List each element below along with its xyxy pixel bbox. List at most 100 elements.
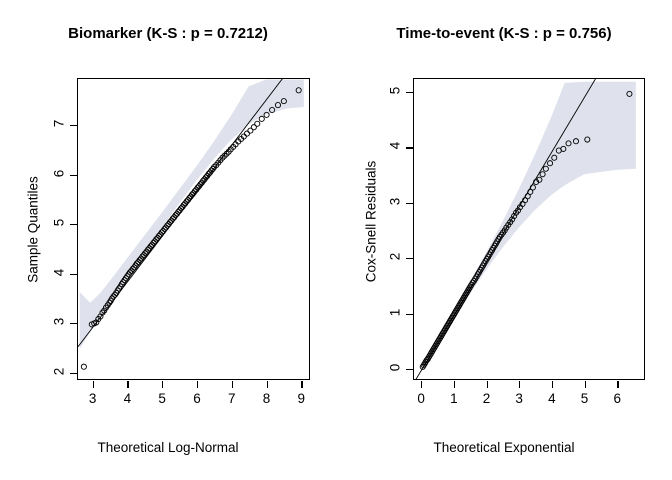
x-tick-label: 7 (227, 391, 236, 406)
x-axis-label-biomarker: Theoretical Log-Normal (97, 440, 239, 455)
y-tick-label: 3 (387, 197, 403, 205)
data-point (585, 137, 590, 142)
y-tick-label: 2 (51, 367, 67, 375)
data-point (540, 172, 545, 177)
data-point (220, 155, 225, 160)
data-point (552, 155, 557, 160)
panel-title-time-to-event: Time-to-event (K-S : p = 0.756) (396, 25, 612, 42)
x-axis-label-time-to-event: Theoretical Exponential (433, 440, 575, 455)
data-point (212, 164, 217, 169)
data-point (566, 141, 571, 146)
y-tick-label: 4 (51, 268, 67, 276)
data-point (275, 102, 280, 107)
data-point (515, 208, 520, 213)
plot-canvas-time-to-event (414, 79, 636, 379)
x-tick (519, 381, 521, 388)
data-point (573, 139, 578, 144)
data-point (281, 99, 286, 104)
y-tick (70, 224, 77, 226)
data-point (244, 131, 249, 136)
data-point (537, 177, 542, 182)
data-points (81, 88, 301, 370)
panel-biomarker: Biomarker (K-S : p = 0.7212) 3 4 5 6 7 8 9 2 3 4… (25, 25, 310, 455)
reference-line (78, 79, 309, 347)
data-point (224, 151, 229, 156)
y-axis-label-biomarker: Sample Quantiles (25, 176, 41, 283)
y-tick-label: 4 (387, 142, 403, 150)
plot-canvas-biomarker (78, 79, 309, 379)
y-tick (406, 91, 413, 94)
data-point (222, 153, 227, 158)
x-tick-label: 2 (482, 391, 491, 406)
x-tick-label: 9 (297, 391, 306, 406)
data-point (547, 161, 552, 166)
data-point (81, 364, 86, 369)
y-tick (406, 313, 413, 315)
y-tick-label: 5 (387, 86, 403, 95)
x-tick-label: 1 (450, 391, 458, 406)
data-points (420, 91, 632, 369)
data-point (543, 166, 548, 171)
y-tick (406, 258, 413, 260)
x-tick (127, 381, 129, 388)
x-tick (162, 381, 164, 388)
data-point (530, 185, 535, 190)
y-tick-label: 1 (387, 308, 403, 316)
confidence-band (79, 79, 304, 349)
y-tick-label: 5 (51, 218, 67, 227)
data-point (561, 146, 566, 151)
y-tick (70, 372, 77, 374)
x-tick-label: 4 (123, 391, 132, 406)
y-tick (70, 273, 77, 275)
x-tick (231, 381, 234, 388)
data-point (512, 213, 517, 218)
x-tick-label: 3 (515, 391, 523, 406)
y-tick (406, 368, 413, 371)
x-tick (453, 381, 456, 388)
y-tick (70, 323, 77, 325)
y-axis-label-time-to-event: Cox-Snell Residuals (363, 160, 379, 283)
y-tick-label: 3 (51, 317, 67, 326)
x-tick-label: 4 (548, 391, 556, 406)
x-tick (266, 381, 268, 388)
data-point (510, 217, 515, 222)
y-tick-label: 7 (51, 119, 67, 128)
x-tick (584, 381, 586, 388)
y-tick (406, 147, 413, 149)
data-point (627, 91, 632, 96)
x-tick-label: 6 (193, 391, 201, 406)
y-tick (70, 125, 77, 127)
x-tick (617, 381, 619, 388)
data-point (296, 88, 301, 93)
x-tick-label: 8 (262, 391, 271, 406)
data-point (264, 112, 269, 117)
panel-title-biomarker: Biomarker (K-S : p = 0.7212) (68, 25, 268, 42)
y-tick (70, 174, 77, 176)
y-tick-label: 0 (387, 363, 403, 372)
x-tick (486, 381, 488, 388)
y-tick (406, 202, 413, 204)
data-point (251, 125, 256, 130)
data-point (248, 128, 253, 133)
x-tick-label: 3 (88, 391, 97, 406)
x-tick-label: 5 (158, 391, 166, 406)
data-point (259, 116, 264, 121)
x-tick (301, 381, 303, 388)
x-tick (92, 381, 94, 388)
x-tick (551, 381, 554, 388)
y-tick-label: 6 (51, 169, 67, 177)
confidence-band (422, 81, 636, 370)
x-tick (421, 381, 423, 388)
data-point (255, 121, 260, 126)
x-tick-label: 5 (580, 391, 589, 406)
plot-area-time-to-event (413, 78, 645, 380)
x-tick-label: 6 (613, 391, 621, 406)
y-tick-label: 2 (387, 252, 403, 261)
data-point (100, 310, 105, 315)
data-point (270, 107, 275, 112)
x-tick (196, 381, 199, 388)
x-tick-label: 0 (417, 391, 425, 406)
plot-area-biomarker (77, 78, 310, 380)
